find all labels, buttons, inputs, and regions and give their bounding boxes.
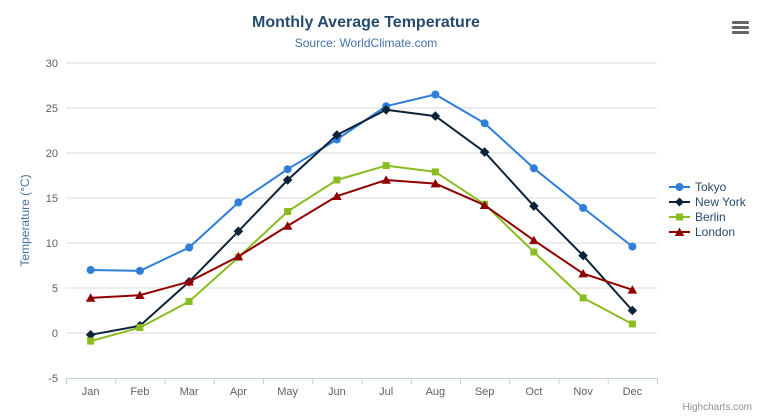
y-axis-label: 0	[52, 328, 58, 340]
series-line-tokyo	[89, 93, 634, 272]
y-axis-label: 10	[46, 238, 58, 250]
x-axis-label: Mar	[180, 386, 199, 398]
legend: Tokyo New York Berlin London	[669, 179, 746, 239]
data-point-tokyo[interactable]: Tokyo · Oct: 18.3	[529, 164, 538, 173]
y-axis-label: 25	[46, 103, 58, 115]
data-point-london[interactable]: London · Jan: 3.9	[85, 293, 96, 302]
x-axis-label: Sep	[475, 386, 495, 398]
y-axis-label: 5	[52, 283, 58, 295]
data-point-tokyo[interactable]: Tokyo · Mar: 9.5	[185, 243, 194, 252]
x-axis-label: Apr	[230, 386, 247, 398]
data-point-berlin[interactable]: Berlin · Mar: 3.5	[185, 298, 193, 305]
data-point-new-york[interactable]: New York · May: 17	[282, 175, 293, 185]
y-axis-label: 15	[46, 193, 58, 205]
data-point-tokyo[interactable]: Tokyo · Jan: 7	[86, 266, 95, 274]
data-point-london[interactable]: London · Apr: 8.5	[233, 251, 244, 261]
data-point-berlin[interactable]: Berlin · Feb: 0.6	[136, 324, 144, 332]
legend-label: Tokyo	[695, 179, 727, 194]
hamburger-icon	[732, 21, 749, 24]
data-point-tokyo[interactable]: Tokyo · Apr: 14.5	[234, 198, 243, 207]
square-series-marker-icon	[669, 213, 690, 220]
data-point-berlin[interactable]: Berlin · Dec: 1	[628, 320, 636, 328]
data-point-london[interactable]: London · Sep: 14.2	[479, 200, 490, 209]
hamburger-icon	[732, 31, 749, 34]
export-menu-button[interactable]	[732, 21, 749, 35]
data-point-tokyo[interactable]: Tokyo · Sep: 23.3	[480, 119, 489, 128]
data-point-london[interactable]: London · Mar: 5.7	[184, 277, 194, 286]
data-point-new-york[interactable]: New York · Aug: 24.1	[430, 111, 441, 121]
legend-label: London	[695, 224, 736, 239]
data-point-new-york[interactable]: New York · Apr: 11.3	[233, 226, 244, 237]
triangle-series-marker-icon	[669, 227, 690, 236]
data-point-london[interactable]: London · Dec: 4.8	[627, 285, 638, 294]
series-line-berlin	[89, 164, 634, 343]
legend-item-new-york[interactable]: New York	[669, 194, 746, 209]
legend-label: New York	[695, 194, 746, 209]
data-point-new-york[interactable]: New York · Jun: 22	[332, 130, 342, 140]
chart-title: Monthly Average Temperature	[252, 14, 480, 31]
series-line-london	[89, 179, 634, 299]
x-axis-label: Feb	[130, 386, 149, 398]
data-point-london[interactable]: London · Jul: 17	[381, 175, 391, 184]
data-point-tokyo[interactable]: Tokyo · May: 18.2	[283, 165, 292, 174]
data-point-new-york[interactable]: New York · Oct: 14.1	[529, 201, 539, 211]
data-point-berlin[interactable]: Berlin · Oct: 9	[530, 248, 538, 256]
data-point-tokyo[interactable]: Tokyo · Feb: 6.9	[135, 266, 144, 275]
x-axis-label: Dec	[623, 386, 643, 398]
data-point-tokyo[interactable]: Tokyo · Aug: 26.5	[431, 90, 440, 99]
data-point-london[interactable]: London · Oct: 10.3	[529, 235, 539, 245]
x-axis-label: Jun	[328, 386, 346, 398]
y-axis-label: 30	[46, 58, 58, 70]
data-point-berlin[interactable]: Berlin · Aug: 17.9	[431, 168, 439, 176]
chart-subtitle: Source: WorldClimate.com	[294, 36, 438, 50]
data-point-new-york[interactable]: New York · Nov: 8.6	[578, 250, 588, 261]
data-point-berlin[interactable]: Berlin · May: 13.5	[284, 208, 292, 215]
series-line-new-york	[89, 108, 634, 336]
data-point-tokyo[interactable]: Tokyo · Dec: 9.6	[628, 242, 637, 251]
diamond-series-marker-icon	[669, 197, 690, 206]
data-point-berlin[interactable]: Berlin · Jul: 18.6	[382, 162, 390, 170]
data-point-london[interactable]: London · Jun: 15.2	[332, 191, 342, 200]
credits-link[interactable]: Highcharts.com	[682, 402, 752, 413]
data-point-new-york[interactable]: New York · Sep: 20.1	[479, 147, 490, 157]
legend-label: Berlin	[695, 209, 726, 224]
y-axis-label: -5	[48, 373, 58, 385]
x-axis-label: Oct	[525, 386, 542, 398]
data-point-berlin[interactable]: Berlin · Nov: 3.9	[579, 294, 587, 302]
circle-series-marker-icon	[669, 182, 690, 191]
data-point-london[interactable]: London · Nov: 6.6	[578, 269, 588, 278]
y-axis-title: Temperature (°C)	[18, 174, 32, 266]
legend-item-berlin[interactable]: Berlin	[669, 209, 746, 224]
data-point-london[interactable]: London · Aug: 16.6	[430, 179, 441, 188]
data-point-new-york[interactable]: New York · Jul: 24.8	[381, 105, 391, 115]
data-point-berlin[interactable]: Berlin · Jan: -0.9	[87, 337, 95, 345]
x-axis-label: Nov	[573, 386, 593, 398]
x-axis-label: Jul	[379, 386, 393, 398]
legend-item-london[interactable]: London	[669, 224, 746, 239]
data-point-tokyo[interactable]: Tokyo · Nov: 13.9	[579, 203, 588, 212]
x-axis-label: May	[277, 386, 298, 398]
legend-item-tokyo[interactable]: Tokyo	[669, 179, 746, 194]
data-point-london[interactable]: London · May: 11.9	[282, 221, 293, 230]
x-axis-label: Aug	[426, 386, 446, 398]
x-axis-label: Jan	[82, 386, 100, 398]
data-point-london[interactable]: London · Feb: 4.2	[135, 290, 145, 299]
data-point-new-york[interactable]: New York · Jan: -0.2	[85, 330, 96, 340]
y-axis-label: 20	[46, 148, 58, 160]
hamburger-icon	[732, 26, 749, 29]
data-point-new-york[interactable]: New York · Dec: 2.5	[627, 305, 638, 316]
data-point-berlin[interactable]: Berlin · Jun: 17	[333, 176, 341, 184]
